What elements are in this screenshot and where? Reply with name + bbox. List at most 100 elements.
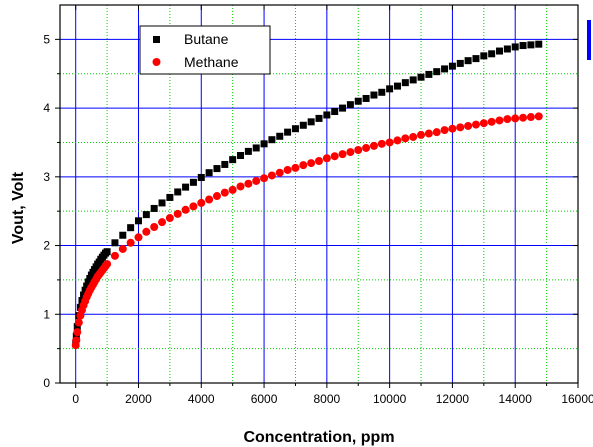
x-tick-label: 16000 (561, 392, 593, 406)
methane-point (479, 119, 488, 128)
butane-point (299, 121, 307, 129)
butane-point (488, 50, 496, 58)
butane-point (448, 62, 456, 70)
butane-point (480, 52, 488, 60)
butane-point (252, 144, 260, 152)
y-tick-label: 4 (43, 101, 50, 115)
butane-point (103, 248, 111, 256)
butane-point (378, 88, 386, 96)
butane-point (134, 217, 142, 225)
butane-point (81, 286, 89, 294)
methane-point (354, 146, 363, 155)
butane-point (229, 156, 237, 164)
methane-point (142, 227, 151, 236)
methane-point (495, 116, 504, 125)
methane-point (448, 124, 457, 133)
butane-point (142, 211, 150, 219)
methane-point (456, 123, 465, 132)
methane-point (212, 192, 221, 201)
butane-point (362, 94, 370, 102)
butane-point (72, 332, 80, 340)
side-marker (587, 20, 591, 60)
methane-point (205, 195, 214, 204)
methane-point (74, 318, 83, 327)
methane-point (409, 132, 418, 141)
butane-point (496, 47, 504, 55)
butane-point (237, 152, 245, 160)
butane-point (354, 97, 362, 105)
x-tick-label: 14000 (499, 392, 533, 406)
legend-marker-butane (153, 36, 160, 43)
methane-point (487, 117, 496, 126)
methane-point (173, 209, 182, 218)
y-tick-label: 0 (43, 376, 50, 390)
x-tick-label: 2000 (125, 392, 152, 406)
butane-point (307, 118, 315, 126)
butane-point (127, 224, 135, 232)
grid-layer (60, 5, 578, 383)
methane-point (228, 185, 237, 194)
butane-point (182, 183, 190, 191)
legend-marker-methane (152, 58, 161, 66)
methane-point (118, 244, 127, 253)
butane-point (260, 140, 268, 148)
legend: Butane Methane (139, 25, 271, 75)
methane-point (220, 188, 229, 197)
methane-point (291, 163, 300, 172)
methane-point (424, 129, 433, 138)
butane-point (433, 68, 441, 76)
butane-point (456, 59, 464, 67)
marks-layer (71, 40, 543, 350)
butane-point (339, 104, 347, 112)
methane-point (503, 115, 512, 124)
methane-point (440, 126, 449, 135)
methane-point (464, 121, 473, 130)
methane-point (158, 218, 167, 227)
butane-point (111, 239, 119, 247)
y-tick-label: 3 (43, 170, 50, 184)
x-tick-label: 4000 (188, 392, 215, 406)
butane-point (441, 65, 449, 73)
methane-point (72, 336, 81, 345)
methane-point (338, 150, 347, 159)
methane-point (362, 143, 371, 152)
butane-point (409, 76, 417, 84)
legend-label-butane: Butane (184, 31, 229, 47)
methane-point (283, 165, 292, 174)
x-axis-title: Concentration, ppm (243, 429, 394, 446)
butane-point (519, 42, 527, 50)
butane-point (213, 165, 221, 173)
butane-point (174, 188, 182, 196)
methane-point (103, 260, 112, 269)
methane-point (134, 233, 143, 242)
butane-point (276, 132, 284, 140)
butane-point (401, 79, 409, 87)
methane-point (401, 134, 410, 143)
methane-point (126, 238, 135, 247)
methane-point (534, 112, 543, 121)
methane-point (244, 179, 253, 188)
butane-point (244, 147, 252, 155)
butane-point (205, 169, 213, 177)
methane-point (471, 120, 480, 129)
x-tick-label: 8000 (313, 392, 340, 406)
methane-point (150, 222, 159, 231)
x-tick-label: 10000 (373, 392, 407, 406)
legend-box (139, 25, 271, 75)
butane-point (119, 231, 127, 239)
methane-point (197, 198, 206, 207)
methane-point (236, 182, 245, 191)
x-tick-label: 0 (72, 392, 79, 406)
butane-point (83, 282, 91, 290)
x-tick-label: 6000 (251, 392, 278, 406)
methane-point (189, 202, 198, 211)
butane-point (386, 85, 394, 93)
methane-point (252, 176, 261, 185)
butane-point (503, 45, 511, 53)
butane-point (527, 41, 535, 49)
butane-point (323, 111, 331, 119)
butane-point (331, 108, 339, 116)
butane-point (346, 101, 354, 109)
